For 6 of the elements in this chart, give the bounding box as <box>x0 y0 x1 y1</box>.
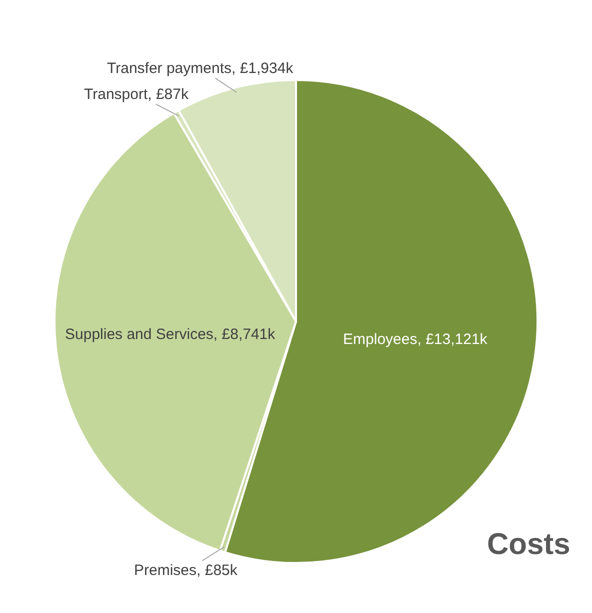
slice-label: Transfer payments, £1,934k <box>107 60 294 77</box>
slice-label: Transport, £87k <box>84 86 189 103</box>
text: Costs <box>487 528 570 561</box>
slice-label: Supplies and Services, £8,741k <box>65 326 276 344</box>
slice-label: Employees, £13,121k <box>343 330 488 348</box>
slice-label: Premises, £85k <box>134 562 238 579</box>
